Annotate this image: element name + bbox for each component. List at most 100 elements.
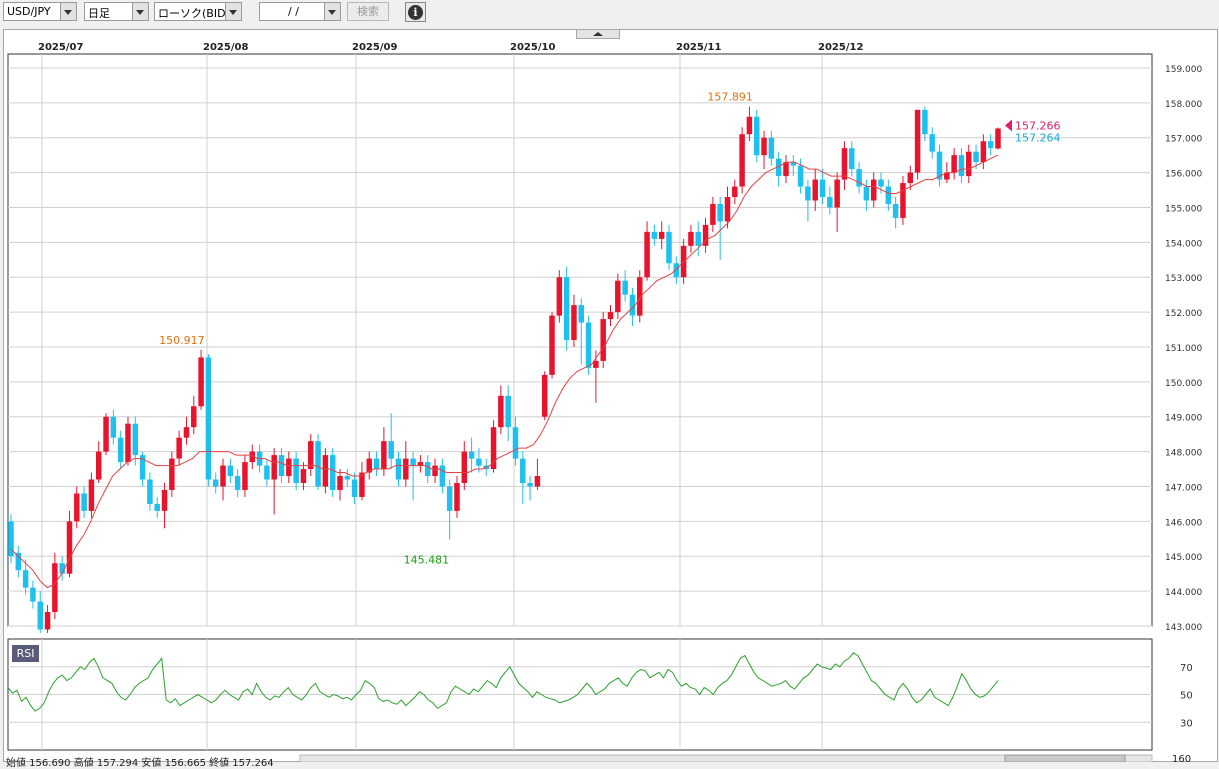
zoom-value: 160 (1172, 754, 1191, 762)
y-tick-label: 152.000 (1165, 309, 1202, 319)
candle-up (783, 162, 789, 177)
candle-up (337, 476, 343, 490)
candle-down (22, 570, 29, 588)
info-icon: i (408, 5, 423, 20)
chevron-down-icon[interactable] (225, 3, 241, 20)
candle-up (534, 476, 541, 487)
y-tick-label: 151.000 (1165, 344, 1202, 354)
candle-down (315, 441, 321, 487)
candle-up (739, 134, 745, 187)
candle-up (271, 455, 277, 480)
x-month-label: 2025/08 (203, 42, 248, 53)
candle-up (644, 231, 650, 278)
candle-down (585, 322, 592, 368)
timeframe-select-value: 日足 (88, 7, 110, 20)
moving-average-line (10, 154, 999, 589)
candle-down (139, 455, 146, 480)
candle-down (30, 587, 36, 602)
rsi-line (7, 652, 999, 712)
y-tick-label: 146.000 (1165, 518, 1202, 528)
candle-up (417, 462, 424, 466)
candle-up (549, 315, 555, 375)
search-button[interactable]: 検索 (347, 2, 389, 21)
candle-down (863, 186, 870, 201)
y-tick-label: 149.000 (1165, 414, 1202, 424)
candle-down (439, 465, 446, 487)
calendar-dropdown-icon[interactable] (324, 3, 340, 20)
ask-price-label: 157.266 (1015, 120, 1061, 133)
candle-up (461, 451, 468, 483)
candle-down (15, 552, 22, 571)
candle-up (980, 141, 987, 163)
candle-up (702, 224, 709, 246)
candle-up (169, 458, 175, 490)
rsi-y-tick-label: 30 (1180, 718, 1193, 729)
date-input[interactable]: / / (259, 2, 341, 21)
chevron-down-icon[interactable] (60, 3, 76, 20)
candle-up (732, 186, 738, 197)
candle-up (308, 441, 314, 470)
candle-up (300, 469, 307, 483)
candle-down (395, 458, 402, 480)
candle-up (432, 465, 438, 477)
candle-up (103, 416, 109, 452)
y-tick-label: 148.000 (1165, 449, 1202, 459)
candle-up (366, 458, 372, 473)
scrollbar-thumb (1004, 754, 1126, 762)
candle-down (885, 186, 892, 204)
symbol-select[interactable]: USD/JPY (3, 2, 77, 21)
candle-up (834, 179, 840, 208)
candle-down (578, 305, 585, 323)
candle-up (746, 116, 753, 135)
rsi-y-tick-label: 70 (1180, 663, 1193, 674)
candle-up (571, 305, 577, 340)
candle-up (600, 319, 606, 361)
candle-down (512, 427, 519, 459)
x-month-label: 2025/09 (352, 42, 397, 53)
candle-up (841, 148, 848, 180)
candle-down (775, 158, 782, 177)
candle-down (110, 416, 117, 438)
candle-up (761, 137, 767, 156)
candle-down (424, 462, 431, 477)
y-tick-label: 156.000 (1165, 170, 1202, 180)
candle-up (556, 277, 563, 316)
candle-up (286, 458, 292, 477)
x-month-label: 2025/11 (676, 42, 721, 53)
candle-up (914, 109, 921, 173)
candle-down (527, 483, 533, 487)
candle-down (827, 197, 833, 208)
candle-down (212, 479, 219, 487)
candle-up (995, 128, 1001, 149)
y-tick-label: 158.000 (1165, 100, 1202, 110)
candle-down (468, 451, 475, 459)
candle-down (293, 458, 299, 483)
candle-up (593, 360, 599, 368)
chart-type-select[interactable]: ローソク(BID) (154, 2, 242, 21)
toolbar: USD/JPY 日足 ローソク(BID) / / 検索 i (0, 0, 1219, 26)
y-tick-label: 145.000 (1165, 553, 1202, 563)
candle-down (819, 179, 826, 197)
timeframe-select[interactable]: 日足 (84, 2, 149, 21)
bid-price-label: 157.264 (1015, 132, 1061, 145)
candle-down (805, 186, 811, 201)
candle-up (944, 172, 950, 180)
candle-up (615, 280, 621, 313)
chevron-down-icon[interactable] (132, 3, 148, 20)
y-tick-label: 147.000 (1165, 483, 1202, 493)
candle-down (936, 151, 943, 180)
candle-up (490, 427, 497, 470)
candle-up (710, 203, 716, 225)
candle-down (505, 395, 511, 428)
candle-down (797, 165, 804, 187)
collapse-toolbar-button[interactable] (576, 29, 620, 39)
candle-down (37, 601, 43, 630)
candle-down (351, 479, 358, 497)
candle-up (242, 462, 248, 490)
candle-up (44, 612, 51, 630)
candle-up (900, 183, 906, 218)
info-button[interactable]: i (405, 2, 426, 22)
horizontal-scrollbar (299, 754, 1153, 762)
chart-type-select-value: ローソク(BID) (158, 7, 230, 20)
candle-up (541, 374, 548, 417)
